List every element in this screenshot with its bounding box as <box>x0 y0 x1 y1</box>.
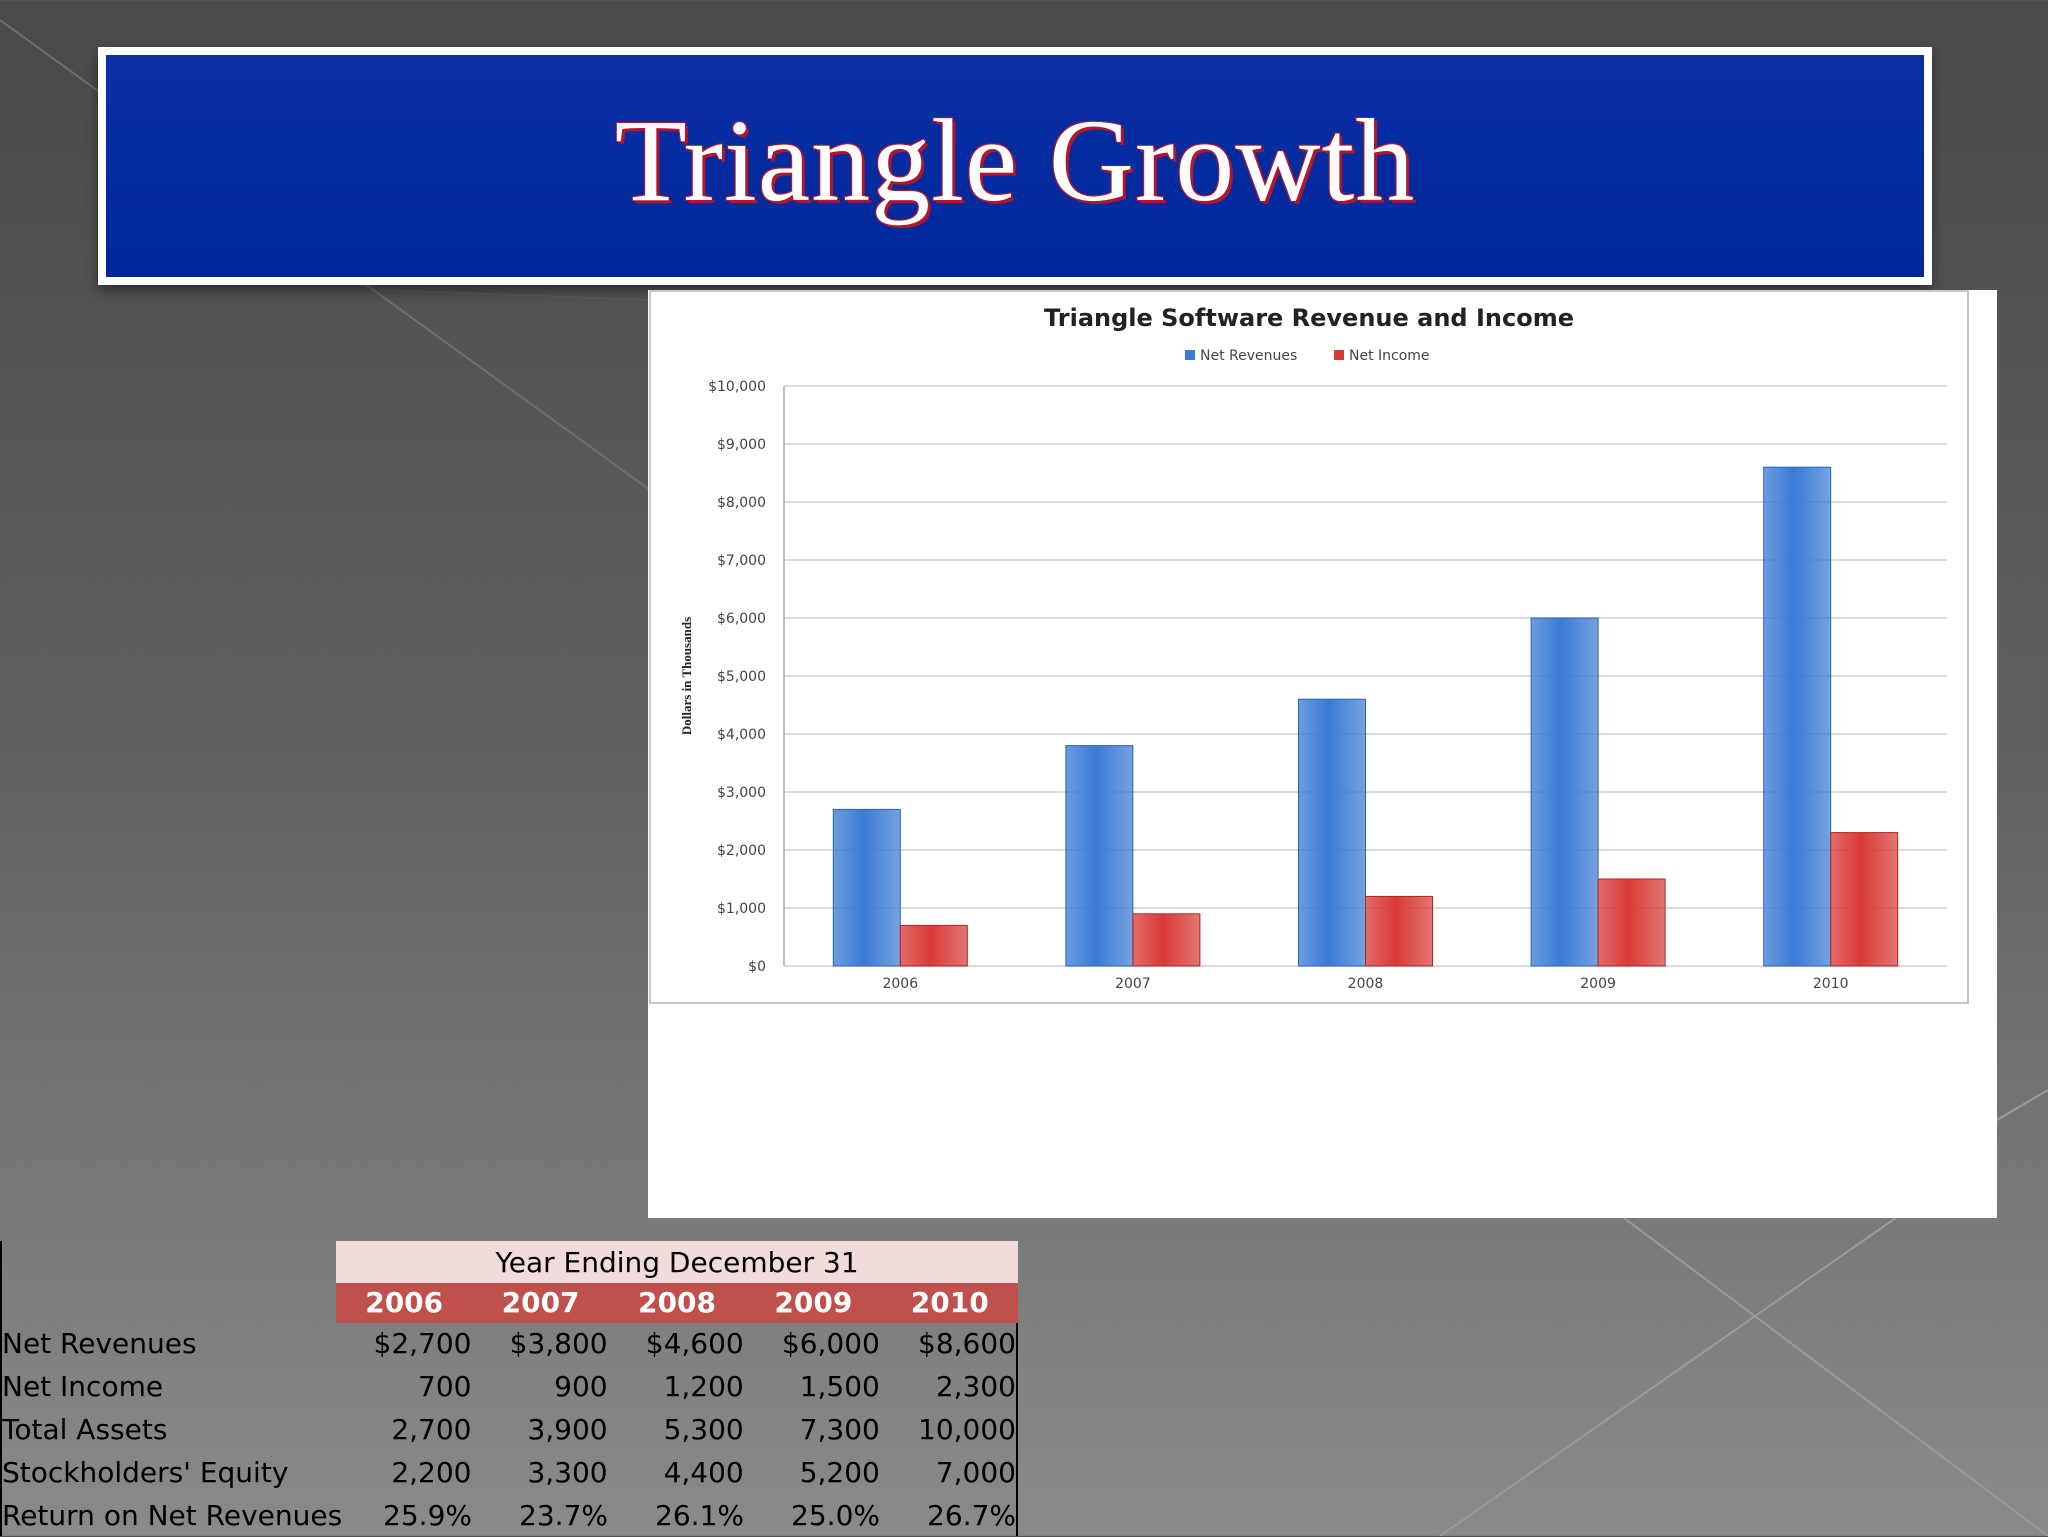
x-tick-label: 2007 <box>1115 976 1151 992</box>
bar-chart: Triangle Software Revenue and Income Net … <box>679 304 1947 992</box>
x-tick-label: 2006 <box>882 976 918 992</box>
bar-net-income <box>1830 832 1899 967</box>
table-cell: $6,000 <box>781 1327 880 1360</box>
table-row: Stockholders' Equity 2,200 3,300 4,400 5… <box>2 1452 1016 1494</box>
table-cell: 10,000 <box>918 1413 1016 1446</box>
table-cell: $2,700 <box>373 1327 472 1360</box>
table-cell: 23.7% <box>519 1499 608 1532</box>
year-header-cell: 2009 <box>774 1286 853 1319</box>
year-header-cell: 2010 <box>910 1286 989 1319</box>
y-tick-label: $0 <box>748 959 766 975</box>
year-header-cell: 2007 <box>501 1286 580 1319</box>
year-header-cell: 2008 <box>638 1286 716 1319</box>
table-row: Return on Net Revenues 25.9% 23.7% 26.1%… <box>2 1495 1016 1537</box>
y-tick-label: $6,000 <box>717 611 766 627</box>
table-cell: 25.9% <box>383 1499 472 1532</box>
bar-net-revenues <box>1763 466 1832 967</box>
legend-label: Net Revenues <box>1200 348 1297 364</box>
table-row: Total Assets 2,700 3,900 5,300 7,300 10,… <box>2 1409 1016 1451</box>
table-cell: 3,900 <box>527 1413 608 1446</box>
table-cell: 900 <box>554 1370 608 1403</box>
y-tick-label: $10,000 <box>708 379 766 395</box>
row-label: Return on Net Revenues <box>2 1499 343 1532</box>
y-tick-label: $5,000 <box>717 669 766 685</box>
row-label: Net Income <box>2 1370 164 1403</box>
table-cell: $3,800 <box>509 1327 608 1360</box>
table-cell: 700 <box>418 1370 472 1403</box>
y-tick-label: $8,000 <box>717 495 766 511</box>
title-banner: Triangle Growth <box>98 47 1932 285</box>
table-cell: 5,300 <box>663 1413 744 1446</box>
bar-net-revenues <box>832 808 901 967</box>
bar-net-income <box>1365 895 1433 967</box>
row-label: Stockholders' Equity <box>2 1456 289 1489</box>
table-cell: 26.1% <box>655 1499 744 1532</box>
bar-net-revenues <box>1298 698 1366 967</box>
table-header: Year Ending December 31 <box>336 1241 1018 1283</box>
table-year-row: 2006 2007 2008 2009 2010 <box>336 1283 1018 1323</box>
bar-net-income <box>1132 913 1201 967</box>
y-tick-label: $3,000 <box>717 785 766 801</box>
table-cell: 26.7% <box>927 1499 1016 1532</box>
legend-label: Net Income <box>1349 348 1430 364</box>
table-row: Net Revenues $2,700 $3,800 $4,600 $6,000… <box>2 1323 1016 1365</box>
x-tick-label: 2008 <box>1348 976 1384 992</box>
y-tick-label: $7,000 <box>717 553 766 569</box>
table-cell: 1,500 <box>799 1370 880 1403</box>
y-tick-label: $4,000 <box>717 727 766 743</box>
table-cell: 4,400 <box>663 1456 744 1489</box>
y-tick-label: $9,000 <box>717 437 766 453</box>
table-cell: 2,700 <box>391 1413 472 1446</box>
table-cell: 1,200 <box>663 1370 744 1403</box>
table-cell: 5,200 <box>799 1456 880 1489</box>
financial-table: Year Ending December 31 2006 2007 2008 2… <box>0 1241 1018 1536</box>
legend-swatch <box>1334 350 1344 360</box>
y-tick-label: $2,000 <box>717 843 766 859</box>
y-axis-label: Dollars in Thousands <box>679 617 694 735</box>
table-cell: 25.0% <box>791 1499 880 1532</box>
table-cell: $4,600 <box>645 1327 744 1360</box>
slide-title: Triangle Growth <box>614 95 1416 226</box>
bar-net-revenues <box>1530 617 1599 967</box>
table-cell: $8,600 <box>918 1327 1016 1360</box>
chart-title: Triangle Software Revenue and Income <box>1044 304 1574 332</box>
y-tick-label: $1,000 <box>717 901 766 917</box>
x-tick-label: 2010 <box>1813 976 1849 992</box>
row-label: Net Revenues <box>2 1327 197 1360</box>
year-header-cell: 2006 <box>365 1286 444 1319</box>
table-row: Net Income 700 900 1,200 1,500 2,300 <box>2 1366 1016 1408</box>
row-label: Total Assets <box>2 1413 168 1446</box>
x-tick-label: 2009 <box>1580 976 1616 992</box>
bar-net-revenues <box>1065 745 1134 967</box>
table-cell: 2,300 <box>935 1370 1016 1403</box>
table-cell: 7,300 <box>799 1413 880 1446</box>
bar-net-income <box>1597 878 1666 967</box>
table-cell: 7,000 <box>935 1456 1016 1489</box>
table-cell: 3,300 <box>527 1456 608 1489</box>
bar-net-income <box>899 924 968 967</box>
table-cell: 2,200 <box>391 1456 472 1489</box>
legend-swatch <box>1185 350 1195 360</box>
